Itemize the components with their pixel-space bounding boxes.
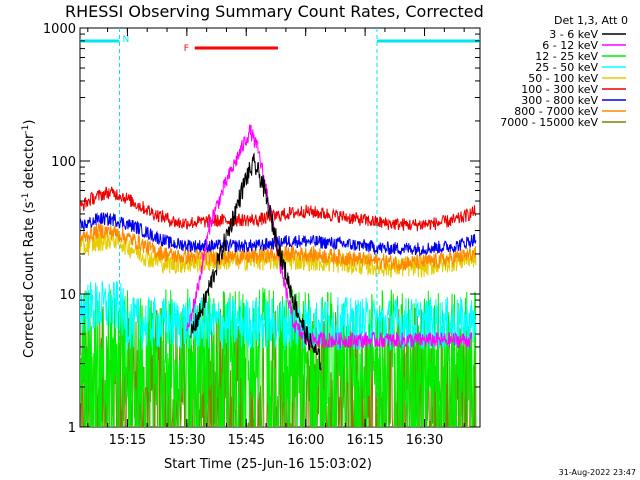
x-tick-label: 16:00 <box>287 433 324 448</box>
series-line <box>190 152 322 371</box>
x-tick-label: 16:30 <box>406 433 443 448</box>
legend-label: 100 - 300 keV <box>521 83 598 96</box>
x-tick-label: 15:30 <box>168 433 205 448</box>
y-axis: 1 10 100 1000 <box>43 22 480 436</box>
legend-label: 6 - 12 keV <box>542 39 598 52</box>
x-tick-label: 15:45 <box>228 433 265 448</box>
y-axis-label: Corrected Count Rate (s-1 detector-1) <box>21 120 37 358</box>
night-label: N <box>122 35 129 45</box>
y-tick-label: 100 <box>51 155 76 170</box>
legend-label: 25 - 50 keV <box>535 61 598 74</box>
legend-label: 300 - 800 keV <box>521 94 598 107</box>
legend-label: 12 - 25 keV <box>535 50 598 63</box>
x-tick-label: 16:15 <box>346 433 383 448</box>
series-line <box>80 287 477 427</box>
chart-title: RHESSI Observing Summary Count Rates, Co… <box>65 2 484 21</box>
legend-label: 800 - 7000 keV <box>514 105 598 118</box>
y-tick-label: 1 <box>68 421 76 436</box>
legend-title: Det 1,3, Att 0 <box>554 14 628 27</box>
series-line <box>80 212 477 257</box>
series-line <box>186 124 473 349</box>
x-axis: 15:15 15:30 15:45 16:00 16:15 16:30 <box>87 28 465 448</box>
series-line <box>80 186 477 232</box>
x-tick-label: 15:15 <box>109 433 146 448</box>
legend-label: 7000 - 15000 keV <box>500 116 598 129</box>
series-layer <box>80 124 477 427</box>
flare-label: F <box>184 44 189 54</box>
y-tick-label: 10 <box>59 288 76 303</box>
legend-label: 50 - 100 keV <box>528 72 598 85</box>
timestamp: 31-Aug-2022 23:47 <box>559 468 636 477</box>
x-axis-label: Start Time (25-Jun-16 15:03:02) <box>164 457 372 472</box>
y-tick-label: 1000 <box>43 22 76 37</box>
legend-label: 3 - 6 keV <box>549 28 598 41</box>
